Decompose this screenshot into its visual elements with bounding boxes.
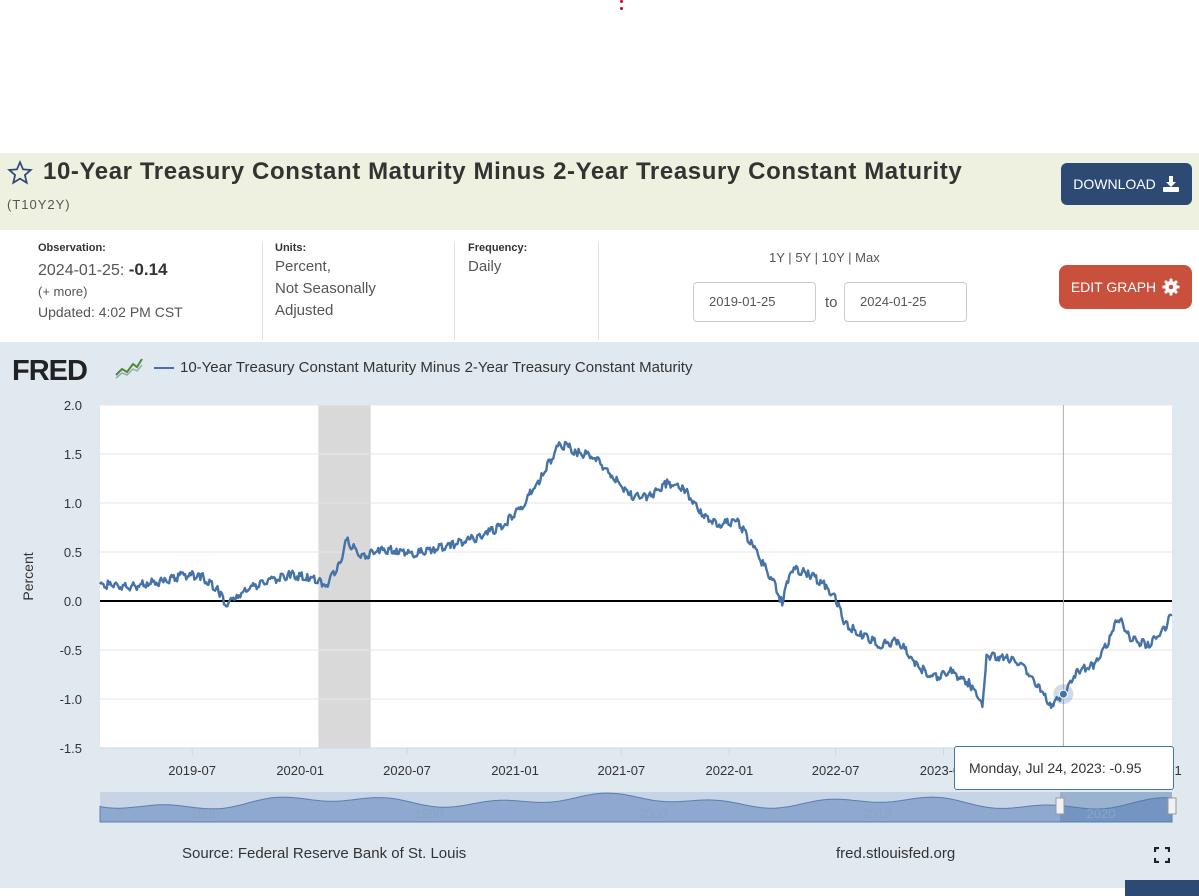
- start-date-input[interactable]: 2019-01-25: [693, 282, 816, 322]
- y-tick-label: -1.0: [60, 692, 82, 707]
- legend-label: 10-Year Treasury Constant Maturity Minus…: [180, 359, 693, 376]
- range-separator: |: [788, 250, 792, 265]
- star-icon[interactable]: [7, 160, 33, 186]
- to-label: to: [825, 294, 838, 311]
- y-axis-label: Percent: [20, 552, 36, 600]
- gear-icon: [1162, 278, 1180, 296]
- y-tick-label: -0.5: [60, 643, 82, 658]
- frequency-label: Frequency:: [468, 242, 528, 254]
- navigator-handle[interactable]: [1167, 797, 1177, 815]
- navigator-label: 2010: [863, 806, 892, 821]
- download-label: DOWNLOAD: [1073, 176, 1156, 192]
- hover-marker: [1058, 689, 1068, 699]
- y-tick-label: 1.5: [64, 447, 82, 462]
- observation-value: -0.14: [128, 260, 168, 279]
- navigator-handle[interactable]: [1055, 797, 1065, 815]
- frequency-value: Daily: [468, 258, 502, 275]
- units-line1: Percent,: [275, 258, 331, 275]
- download-button[interactable]: DOWNLOAD: [1061, 163, 1192, 205]
- observation-date: 2024-01-25:: [38, 262, 125, 279]
- title-bar: [0, 153, 1199, 230]
- edit-graph-button[interactable]: EDIT GRAPH: [1059, 265, 1192, 309]
- more-link[interactable]: (+ more): [38, 284, 88, 299]
- tooltip-date: Monday, Jul 24, 2023:: [969, 760, 1106, 776]
- observation-label: Observation:: [38, 242, 106, 254]
- x-tick-label: 2022-07: [812, 763, 860, 778]
- range-separator: |: [848, 250, 852, 265]
- corner-block: [1125, 880, 1199, 896]
- x-tick-label: 2020-07: [383, 763, 431, 778]
- range-links: 1Y | 5Y | 10Y | Max: [769, 250, 880, 265]
- divider: [598, 242, 599, 340]
- x-tick-label: 2019-07: [168, 763, 216, 778]
- navigator-selection: [1060, 792, 1172, 822]
- x-tick-label: 2022-01: [705, 763, 753, 778]
- range-10y-link[interactable]: 10Y: [821, 250, 845, 265]
- download-icon: [1162, 176, 1179, 192]
- navigator-label: 2000: [639, 806, 668, 821]
- observation-block: Observation: 2024-01-25: -0.14 (+ more) …: [38, 242, 183, 320]
- series-title: 10-Year Treasury Constant Maturity Minus…: [43, 158, 963, 185]
- range-1y-link[interactable]: 1Y: [769, 250, 785, 265]
- y-tick-label: 1.0: [64, 496, 82, 511]
- range-separator: |: [814, 250, 818, 265]
- fred-logo-chart-icon: [115, 355, 143, 379]
- x-tick-label: 2021-01: [491, 763, 539, 778]
- x-tick-label: 2020-01: [276, 763, 324, 778]
- legend-swatch: [154, 367, 174, 369]
- site-link[interactable]: fred.stlouisfed.org: [836, 845, 956, 862]
- frequency-block: Frequency: Daily: [468, 242, 527, 278]
- y-tick-label: -1.5: [60, 741, 82, 756]
- metadata-panel: Observation: 2024-01-25: -0.14 (+ more) …: [0, 230, 1199, 342]
- y-tick-label: 2.0: [64, 398, 82, 413]
- navigator-series: [99, 792, 1173, 823]
- y-tick-label: 0.5: [64, 545, 82, 560]
- series-line: [98, 440, 1173, 709]
- red-dots-decoration: [620, 0, 624, 14]
- units-block: Units: Percent, Not Seasonally Adjusted: [275, 242, 376, 322]
- divider: [262, 242, 263, 340]
- tooltip-value: -0.95: [1109, 760, 1142, 776]
- range-5y-link[interactable]: 5Y: [795, 250, 811, 265]
- series-id: (T10Y2Y): [7, 197, 71, 212]
- navigator-label: 1980: [191, 806, 220, 821]
- units-label: Units:: [275, 242, 307, 254]
- divider: [454, 242, 455, 340]
- units-line2: Not Seasonally: [275, 280, 376, 297]
- plot-background: [100, 405, 1172, 748]
- fullscreen-icon[interactable]: [1154, 847, 1170, 863]
- y-tick-label: 0.0: [64, 594, 82, 609]
- navigator-label: 1990: [415, 806, 444, 821]
- end-date-input[interactable]: 2024-01-25: [844, 282, 967, 322]
- units-line3: Adjusted: [275, 302, 334, 319]
- x-tick-label: 2021-07: [597, 763, 645, 778]
- updated-text: Updated: 4:02 PM CST: [38, 304, 183, 320]
- tooltip: Monday, Jul 24, 2023: -0.95: [954, 746, 1174, 790]
- recession-band: [318, 405, 371, 748]
- source-text: Source: Federal Reserve Bank of St. Loui…: [182, 845, 467, 862]
- navigator-label: 2020: [1087, 806, 1116, 821]
- range-max-link[interactable]: Max: [855, 250, 880, 265]
- chart-svg[interactable]: 2.0 1.5 1.0 0.5 0.0 -0.5 -1.0 -1.5 Percent 2019-0…: [0, 342, 1199, 842]
- edit-graph-label: EDIT GRAPH: [1070, 279, 1157, 295]
- fred-logo: FRED: [12, 355, 88, 387]
